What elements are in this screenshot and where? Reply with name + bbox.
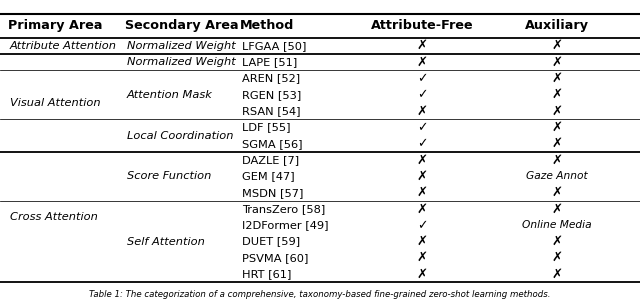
Text: ✗: ✗ xyxy=(551,235,563,248)
Text: ✗: ✗ xyxy=(551,104,563,117)
Text: ✗: ✗ xyxy=(551,137,563,150)
Text: ✗: ✗ xyxy=(551,268,563,281)
Text: Gaze Annot: Gaze Annot xyxy=(526,171,588,181)
Text: ✗: ✗ xyxy=(551,39,563,52)
Text: Table 1: The categorization of a comprehensive, taxonomy-based fine-grained zero: Table 1: The categorization of a compreh… xyxy=(89,290,551,299)
Text: ✓: ✓ xyxy=(417,219,428,232)
Text: PSVMA [60]: PSVMA [60] xyxy=(242,253,308,263)
Text: ✗: ✗ xyxy=(551,203,563,216)
Text: DUET [59]: DUET [59] xyxy=(242,237,300,247)
Text: ✗: ✗ xyxy=(417,39,428,52)
Text: DAZLE [7]: DAZLE [7] xyxy=(242,155,299,165)
Text: ✗: ✗ xyxy=(551,121,563,134)
Text: Attribute-Free: Attribute-Free xyxy=(371,19,474,32)
Text: ✗: ✗ xyxy=(417,235,428,248)
Text: LDF [55]: LDF [55] xyxy=(242,122,291,132)
Text: Cross Attention: Cross Attention xyxy=(10,212,97,222)
Text: ✗: ✗ xyxy=(417,170,428,183)
Text: LAPE [51]: LAPE [51] xyxy=(242,57,297,67)
Text: Normalized Weight: Normalized Weight xyxy=(127,41,236,51)
Text: ✓: ✓ xyxy=(417,72,428,85)
Text: Visual Attention: Visual Attention xyxy=(10,98,100,108)
Text: RGEN [53]: RGEN [53] xyxy=(242,90,301,100)
Text: ✗: ✗ xyxy=(551,186,563,199)
Text: Method: Method xyxy=(240,19,294,32)
Text: Secondary Area: Secondary Area xyxy=(125,19,239,32)
Text: Local Coordination: Local Coordination xyxy=(127,131,233,141)
Text: GEM [47]: GEM [47] xyxy=(242,171,294,181)
Text: ✗: ✗ xyxy=(417,56,428,69)
Text: ✓: ✓ xyxy=(417,88,428,101)
Text: TransZero [58]: TransZero [58] xyxy=(242,204,325,214)
Text: ✗: ✗ xyxy=(417,251,428,264)
Text: AREN [52]: AREN [52] xyxy=(242,73,300,83)
Text: ✗: ✗ xyxy=(417,203,428,216)
Text: ✗: ✗ xyxy=(551,88,563,101)
Text: ✓: ✓ xyxy=(417,137,428,150)
Text: ✗: ✗ xyxy=(417,104,428,117)
Text: ✗: ✗ xyxy=(551,251,563,264)
Text: Attribute Attention: Attribute Attention xyxy=(10,41,116,51)
Text: ✗: ✗ xyxy=(551,72,563,85)
Text: ✗: ✗ xyxy=(417,186,428,199)
Text: Score Function: Score Function xyxy=(127,171,211,181)
Text: ✗: ✗ xyxy=(417,268,428,281)
Text: ✗: ✗ xyxy=(551,154,563,166)
Text: Auxiliary: Auxiliary xyxy=(525,19,589,32)
Text: ✗: ✗ xyxy=(551,56,563,69)
Text: RSAN [54]: RSAN [54] xyxy=(242,106,300,116)
Text: I2DFormer [49]: I2DFormer [49] xyxy=(242,220,328,230)
Text: Primary Area: Primary Area xyxy=(8,19,102,32)
Text: Attention Mask: Attention Mask xyxy=(127,90,212,100)
Text: Self Attention: Self Attention xyxy=(127,237,205,247)
Text: MSDN [57]: MSDN [57] xyxy=(242,188,303,198)
Text: HRT [61]: HRT [61] xyxy=(242,269,291,279)
Text: SGMA [56]: SGMA [56] xyxy=(242,139,303,149)
Text: ✓: ✓ xyxy=(417,121,428,134)
Text: Normalized Weight: Normalized Weight xyxy=(127,57,236,67)
Text: ✗: ✗ xyxy=(417,154,428,166)
Text: LFGAA [50]: LFGAA [50] xyxy=(242,41,307,51)
Text: Online Media: Online Media xyxy=(522,220,591,230)
